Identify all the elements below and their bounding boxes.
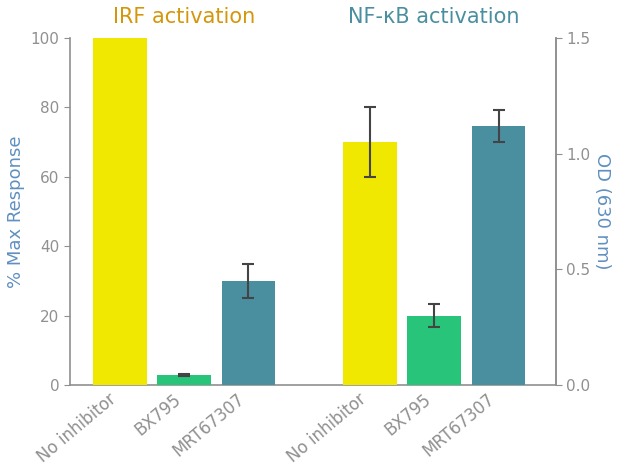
Bar [407,316,461,385]
Bar [93,38,146,385]
Bar [222,281,275,385]
Bar [158,375,211,385]
Bar [472,126,525,385]
Bar [343,142,397,385]
Y-axis label: OD (630 nm): OD (630 nm) [593,153,611,270]
Text: IRF activation: IRF activation [113,8,255,27]
Y-axis label: % Max Response: % Max Response [7,135,25,288]
Text: NF-κB activation: NF-κB activation [349,8,520,27]
